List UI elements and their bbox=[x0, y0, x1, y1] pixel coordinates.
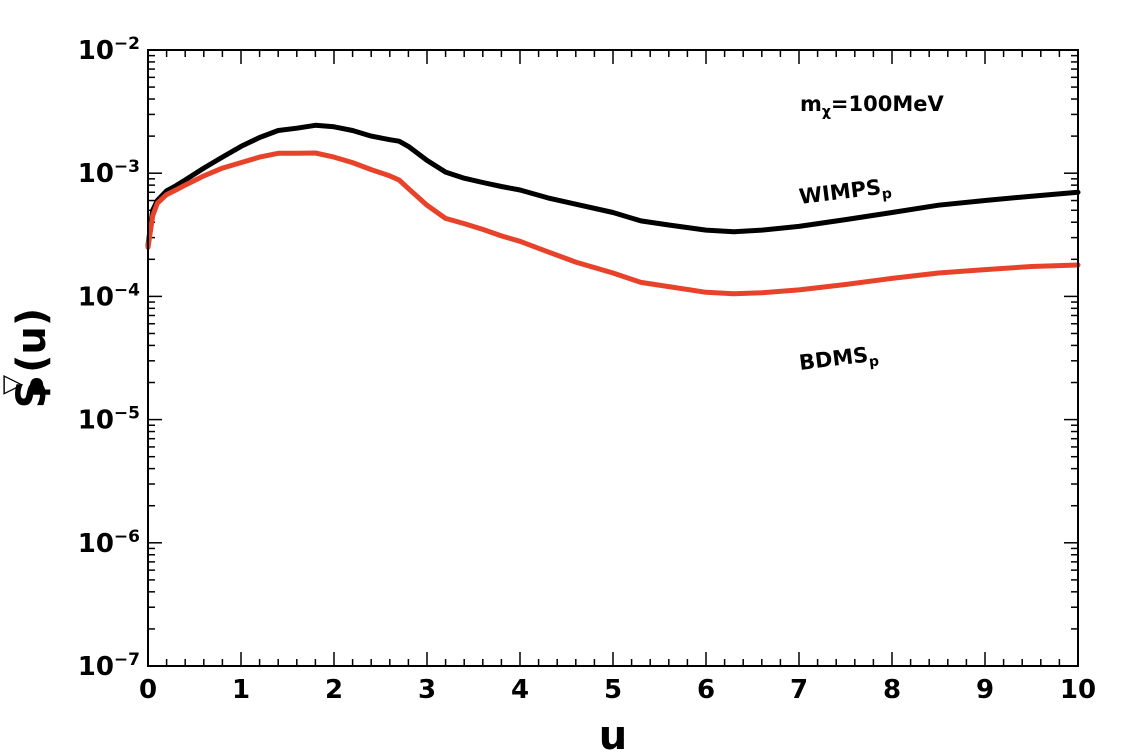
y-tick-label: 10−5 bbox=[78, 404, 140, 436]
y-tick-label: 10−7 bbox=[78, 650, 140, 682]
y-tick-label: 10−4 bbox=[78, 280, 140, 312]
y-axis-label-main: S bbox=[9, 379, 55, 408]
tick-marks bbox=[147, 49, 1079, 667]
series-line-bdms-p bbox=[145, 150, 1081, 297]
wimps-label: WIMPSp bbox=[798, 174, 893, 213]
y-axis-label-sup: ▽ bbox=[0, 375, 27, 395]
x-tick-label: 8 bbox=[883, 675, 901, 705]
x-tick-label: 4 bbox=[511, 675, 529, 705]
bdms-label: BDMSp bbox=[798, 341, 880, 378]
plot-lines bbox=[145, 122, 1081, 297]
x-tick-label: 0 bbox=[139, 675, 157, 705]
series-line-wimps-p bbox=[145, 122, 1081, 248]
x-tick-label: 3 bbox=[418, 675, 436, 705]
y-tick-labels: 10−7 10−6 10−5 10−4 10−3 10−2 bbox=[78, 34, 140, 682]
x-tick-label: 10 bbox=[1060, 675, 1096, 705]
plot-frame bbox=[147, 49, 1079, 667]
y-tick-label: 10−2 bbox=[78, 34, 140, 66]
y-axis-label-tail: (u) bbox=[9, 308, 55, 373]
x-tick-label: 9 bbox=[976, 675, 994, 705]
y-axis-label-sub: P bbox=[24, 377, 57, 398]
x-tick-labels: 0 1 2 3 4 5 6 7 8 9 10 bbox=[139, 675, 1096, 705]
x-tick-label: 6 bbox=[697, 675, 715, 705]
x-tick-label: 7 bbox=[790, 675, 808, 705]
y-tick-label: 10−6 bbox=[78, 527, 140, 559]
x-tick-label: 1 bbox=[232, 675, 250, 705]
x-axis-label: u bbox=[599, 713, 627, 754]
x-tick-label: 2 bbox=[325, 675, 343, 705]
y-axis-label: SP▽(u) bbox=[0, 308, 57, 408]
mass-annotation: mχ=100MeV bbox=[800, 92, 944, 120]
y-tick-label: 10−3 bbox=[78, 157, 140, 189]
x-tick-label: 5 bbox=[604, 675, 622, 705]
